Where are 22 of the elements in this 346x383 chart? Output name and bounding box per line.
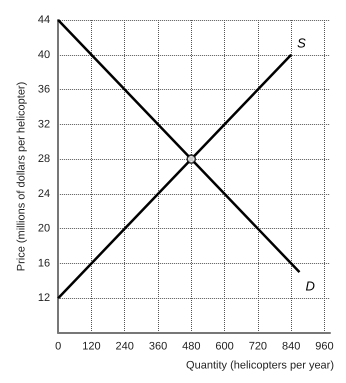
x-tick-label: 240: [116, 340, 134, 352]
y-tick-label: 36: [38, 84, 50, 96]
y-tick-label: 44: [38, 14, 50, 26]
x-tick-label: 0: [55, 340, 62, 352]
x-tick-label: 960: [315, 340, 334, 352]
y-tick-label: 40: [38, 48, 50, 61]
y-axis-title: Price (millions of dollars per helicopter): [16, 82, 28, 272]
x-tick-label: 120: [82, 340, 101, 352]
x-axis-title: Quantity (helicopters per year): [186, 360, 334, 372]
y-tick-label: 24: [38, 188, 50, 200]
x-tick-label: 840: [282, 340, 300, 352]
x-tick-label: 720: [248, 340, 268, 352]
series-label: S: [297, 35, 306, 50]
y-tick-label: 12: [38, 292, 50, 304]
y-tick-label: 20: [38, 222, 50, 235]
series-label: D: [305, 278, 315, 294]
y-tick-label: 32: [38, 118, 50, 130]
x-tick-label: 600: [215, 340, 234, 352]
x-tick-label: 480: [182, 340, 200, 352]
y-tick-label: 16: [38, 257, 50, 270]
y-tick-label: 28: [38, 153, 50, 166]
x-tick-label: 360: [148, 340, 168, 352]
